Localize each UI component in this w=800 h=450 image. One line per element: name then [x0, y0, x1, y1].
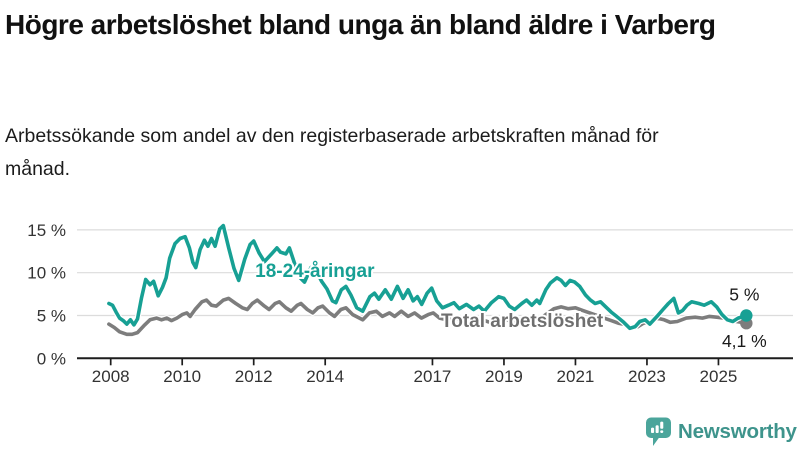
- series-label: 18-24-åringar: [255, 261, 375, 282]
- end-dot: [740, 309, 753, 322]
- x-tick-label: 2021: [557, 367, 595, 386]
- series-label: Total arbetslöshet: [441, 311, 604, 332]
- x-tick-label: 2019: [485, 367, 523, 386]
- newsworthy-wordmark: Newsworthy: [678, 420, 797, 443]
- end-value-label: 5 %: [729, 285, 759, 305]
- x-tick-label: 2017: [414, 367, 452, 386]
- y-tick-label: 15 %: [27, 221, 66, 240]
- y-tick-label: 10 %: [27, 264, 66, 283]
- x-tick-label: 2008: [92, 367, 130, 386]
- x-tick-label: 2010: [163, 367, 201, 386]
- x-tick-label: 2014: [306, 367, 344, 386]
- y-tick-label: 0 %: [37, 349, 66, 368]
- end-value-label: 4,1 %: [722, 331, 767, 351]
- newsworthy-brand: Newsworthy: [645, 417, 797, 447]
- series-line-youth: [107, 223, 749, 331]
- x-tick-label: 2023: [628, 367, 666, 386]
- chart-subtitle: Arbetssökande som andel av den registerb…: [5, 125, 659, 181]
- x-tick-label: 2012: [235, 367, 273, 386]
- y-tick-label: 5 %: [37, 307, 66, 326]
- page-title: Högre arbetslöshet bland unga än bland ä…: [5, 9, 716, 40]
- newsworthy-logo-icon: [646, 417, 671, 446]
- x-tick-label: 2025: [700, 367, 738, 386]
